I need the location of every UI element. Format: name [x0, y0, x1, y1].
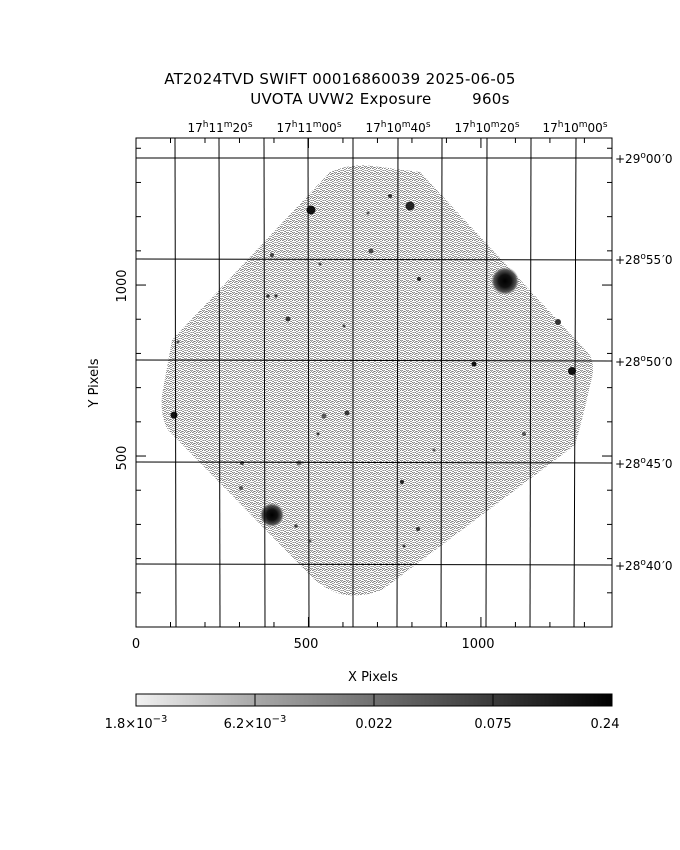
x-axis-label: X Pixels: [348, 670, 398, 685]
y-tick-label-1000: 1000: [115, 269, 130, 302]
dec-label-4: +28o40′0: [615, 558, 673, 573]
colorbar-label-0: 1.8×10−3: [105, 714, 168, 732]
ra-label-0: 17h11m20s: [187, 120, 252, 135]
dec-label-3: +28o45′0: [615, 456, 673, 471]
colorbar-label-3: 0.075: [474, 717, 511, 732]
plot-title-line2: UVOTA UVW2 Exposure 960s: [250, 90, 510, 108]
dec-label-1: +28o55′0: [615, 252, 673, 267]
plot-title-line1: AT2024TVD SWIFT 00016860039 2025-06-05: [164, 70, 516, 88]
exposure-footprint: [161, 165, 593, 596]
plot-frame: [135, 137, 613, 628]
coordinate-grid: [135, 137, 613, 628]
ra-label-4: 17h10m00s: [542, 120, 607, 135]
x-tick-label-500: 500: [294, 637, 319, 652]
dec-label-2: +28o50′0: [615, 354, 673, 369]
x-axis-ticks: [135, 138, 585, 627]
point-sources: [170, 194, 576, 548]
x-tick-label-1000: 1000: [461, 637, 494, 652]
dec-label-0: +29o00′0: [615, 151, 673, 166]
ra-label-3: 17h10m20s: [454, 120, 519, 135]
colorbar-label-1: 6.2×10−3: [224, 714, 287, 732]
colorbar-label-4: 0.24: [591, 717, 620, 732]
y-axis-ticks: [136, 147, 612, 628]
colorbar-label-2: 0.022: [355, 717, 392, 732]
colorbar-ticks: [254, 694, 494, 706]
y-axis-label: Y Pixels: [87, 358, 102, 408]
x-tick-label-0: 0: [132, 637, 140, 652]
ra-label-1: 17h11m00s: [276, 120, 341, 135]
ra-label-2: 17h10m40s: [365, 120, 430, 135]
y-tick-label-500: 500: [115, 446, 130, 471]
